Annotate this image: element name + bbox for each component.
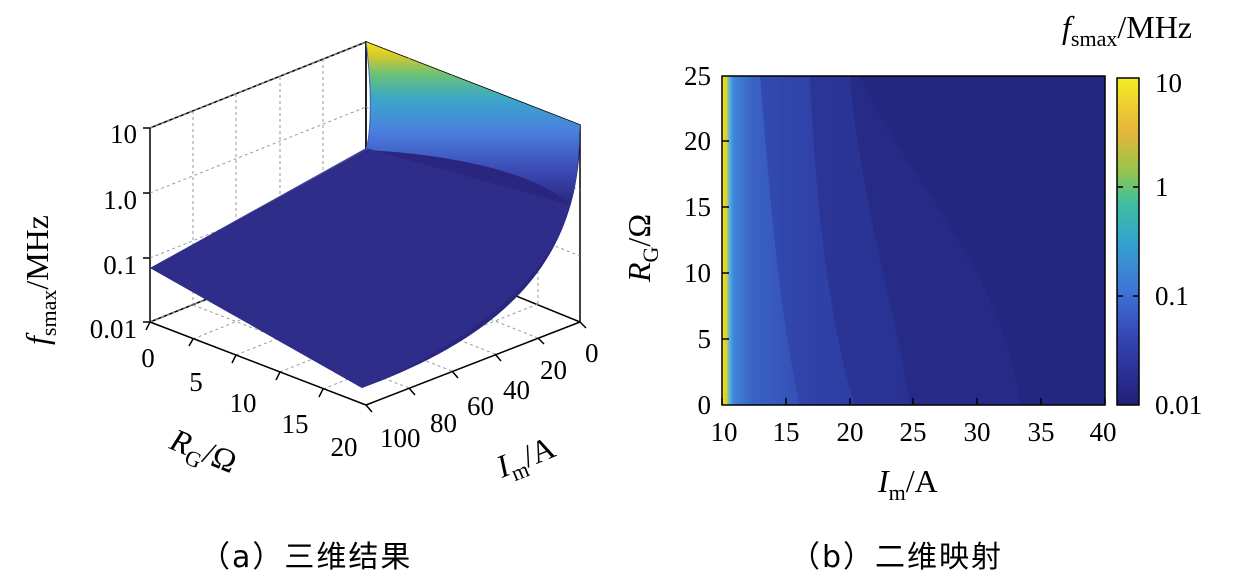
- y-tick-label: 60: [467, 391, 494, 421]
- x-tick-label: 15: [282, 409, 309, 439]
- colorbar: [1116, 77, 1140, 406]
- caption-b: （b）二维映射: [790, 540, 1004, 575]
- heatmap-x-axis-label: Im/A: [877, 463, 938, 505]
- z-axis-label-sub: smax: [36, 290, 61, 336]
- colorbar-title: fsmax/MHz: [1062, 9, 1192, 51]
- y-tick-label: 20: [684, 126, 711, 156]
- x-tick-label: 35: [1028, 417, 1055, 447]
- z-tick-label: 0.1: [103, 250, 137, 280]
- y-tick-labels-3d: 0 20 40 60 80 100: [380, 338, 599, 453]
- x-axis-label-3d: RG/Ω: [162, 421, 242, 486]
- surface-edge-highlight: [365, 41, 371, 151]
- y-axis-label-sub: G: [638, 246, 663, 262]
- grid-left-wall: [149, 41, 367, 305]
- caption-a: （a）三维结果: [200, 540, 413, 575]
- y-tick-label: 40: [503, 375, 530, 405]
- x-tick-label: 25: [900, 417, 927, 447]
- colorbar-tick-label: 0.01: [1155, 390, 1202, 420]
- heatmap-y-tick-labels: 0 5 10 15 20 25: [684, 61, 711, 420]
- z-tick-labels: 0.01 0.1 1.0 10: [90, 119, 137, 344]
- y-tick-label: 25: [684, 61, 711, 91]
- x-tick-label: 5: [189, 367, 203, 397]
- x-tick-label: 15: [773, 417, 800, 447]
- z-axis-label-unit: /MHz: [19, 215, 55, 290]
- colorbar-title-unit: /MHz: [1117, 9, 1192, 45]
- x-tick-label: 20: [331, 432, 358, 462]
- colorbar-tick-label: 0.1: [1155, 281, 1189, 311]
- tick-marks-3d: [143, 127, 587, 413]
- x-axis-label-sub: m: [889, 480, 906, 505]
- colorbar-tick-label: 1: [1155, 172, 1169, 202]
- y-tick-label: 15: [684, 192, 711, 222]
- x-tick-label: 30: [964, 417, 991, 447]
- x-tick-label: 20: [837, 417, 864, 447]
- x-tick-label: 10: [711, 417, 738, 447]
- z-tick-label: 10: [110, 119, 137, 149]
- x-axis-label-main: I: [877, 463, 890, 499]
- y-tick-label: 5: [698, 324, 712, 354]
- colorbar-tick-label: 10: [1155, 68, 1182, 98]
- y-axis-label-3d: Im/A: [490, 429, 562, 491]
- colorbar-title-sub: smax: [1071, 26, 1117, 51]
- y-axis-label-unit: /Ω: [621, 214, 657, 247]
- y-tick-label: 0: [698, 390, 712, 420]
- y-tick-label: 10: [684, 258, 711, 288]
- axis-y-edge: [365, 321, 581, 406]
- z-tick-label: 0.01: [90, 314, 137, 344]
- y-tick-label: 80: [430, 408, 457, 438]
- y-tick-label: 0: [585, 338, 599, 368]
- colorbar-tick-marks: [1117, 186, 1139, 297]
- z-tick-label: 1.0: [103, 185, 137, 215]
- surface-plot-3d: 0.01 0.1 1.0 10 0 5 10 15 20 0 20 40 60 …: [19, 40, 599, 491]
- x-axis-label-unit: /Ω: [198, 434, 242, 480]
- y-axis-label-main: R: [621, 262, 657, 283]
- x-tick-labels-3d: 0 5 10 15 20: [141, 343, 357, 462]
- z-axis-label: fsmax/MHz: [19, 215, 61, 345]
- x-tick-label: 10: [230, 388, 257, 418]
- surface-ridge: [366, 42, 580, 205]
- y-tick-label: 20: [540, 355, 567, 385]
- heatmap-contour-4: [860, 76, 1105, 405]
- colorbar-tick-labels: 10 1 0.1 0.01: [1155, 68, 1202, 420]
- surface-ridge-dark: [150, 148, 570, 388]
- y-tick-label: 100: [380, 423, 421, 453]
- heatmap-x-tick-labels: 10 15 20 25 30 35 40: [711, 417, 1117, 447]
- heatmap-tick-marks: [721, 140, 1106, 405]
- x-tick-label: 40: [1090, 417, 1117, 447]
- axis-x-edge: [149, 321, 367, 406]
- heatmap-plot: 10 15 20 25 30 35 40 0 5 10 15 20 25 Im/…: [621, 9, 1202, 505]
- x-tick-label: 0: [141, 343, 155, 373]
- heatmap-y-axis-label: RG/Ω: [621, 214, 663, 283]
- x-axis-label-unit: /A: [906, 463, 938, 499]
